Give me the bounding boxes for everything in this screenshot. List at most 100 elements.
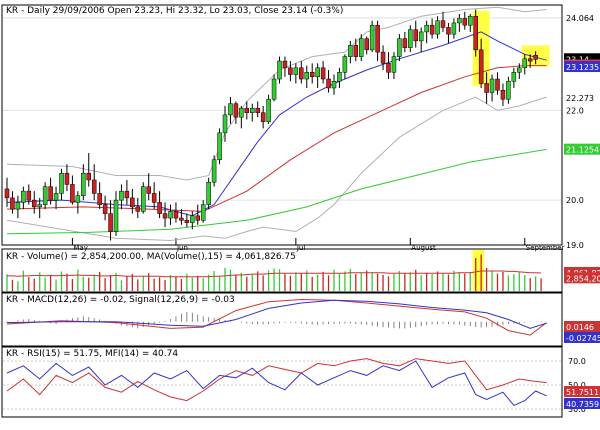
candle-body: [271, 78, 277, 100]
candle-body: [342, 56, 348, 73]
candle-body: [81, 172, 86, 196]
candle-body: [233, 103, 239, 118]
candle-body: [10, 197, 15, 210]
month-label-jul: Jul: [296, 244, 306, 252]
month-label-august: August: [411, 244, 436, 252]
price-ytick: 21.1254: [566, 146, 599, 155]
candle-body: [184, 220, 190, 223]
candle-body: [468, 15, 473, 26]
macd-panel-frame: [1, 292, 563, 347]
candle-body: [108, 213, 113, 232]
candle-body: [206, 181, 211, 205]
candle-body: [211, 159, 217, 183]
candle-body: [266, 98, 271, 122]
candle-body: [102, 204, 108, 214]
price-ytick: 20.0: [566, 196, 584, 205]
candle-body: [282, 60, 288, 69]
candle-body: [195, 215, 200, 221]
candle-body: [369, 24, 375, 51]
mfi-value-label: 40.7359: [566, 400, 599, 409]
candle-body: [331, 81, 337, 89]
candle-body: [495, 78, 500, 91]
candle-body: [473, 15, 478, 51]
volume-label-box: [564, 272, 600, 284]
candle-body: [277, 60, 282, 80]
candle-body: [353, 45, 359, 57]
price-ma-label: 23.1235: [566, 63, 599, 72]
candle-body: [217, 132, 222, 161]
candle-body: [42, 186, 48, 205]
candle-body: [64, 172, 70, 185]
candle-body: [304, 72, 309, 80]
candle-body: [320, 67, 326, 80]
candle-body: [397, 38, 402, 57]
candle-body: [315, 67, 320, 78]
candle-body: [91, 179, 97, 194]
macd-title: KR - MACD(12,26) = -0.02, Signal(12,26,9…: [6, 295, 235, 305]
candle-body: [446, 27, 451, 35]
price-ytick: 22.273: [566, 94, 594, 103]
candle-body: [348, 45, 353, 57]
price-line-bb-lower: [6, 96, 547, 242]
price-panel: MayJunJulAugustSeptember24.06423.1423.02…: [3, 6, 600, 252]
candle-body: [418, 31, 424, 42]
signal-value-label: -0.02745: [566, 334, 600, 343]
volume-panel-frame: [1, 248, 563, 293]
candle-body: [173, 211, 179, 219]
candle-body: [168, 211, 173, 219]
price-ytick: 19.0: [566, 241, 584, 250]
macd-line-signal-: [6, 299, 547, 329]
candle-body: [288, 67, 293, 75]
candle-body: [4, 188, 10, 199]
candle-body: [157, 202, 162, 214]
candle-body: [32, 199, 37, 208]
price-ytick-box: [564, 53, 600, 65]
candle-body: [190, 215, 195, 223]
candle-body: [146, 186, 151, 194]
candle-body: [222, 114, 228, 134]
candle-body: [457, 18, 462, 24]
candle-body: [440, 20, 446, 28]
candle-body: [527, 58, 533, 62]
candle-body: [462, 18, 468, 26]
candle-body: [489, 78, 495, 93]
candle-body: [451, 22, 457, 35]
candle-body: [179, 217, 184, 221]
price-line-ma-mid: [6, 65, 547, 212]
candle-body: [97, 193, 102, 205]
candle-body: [15, 202, 21, 210]
rsi-ytick: 30.0: [568, 405, 586, 414]
candle-body: [130, 197, 135, 208]
macd-panel: 0.0146 -0.02745: [6, 298, 600, 343]
macd-value-label: 0.0146: [566, 323, 594, 332]
volume-highlight: [472, 250, 485, 291]
price-ytick: 24.064: [566, 14, 594, 23]
candle-body: [53, 193, 59, 201]
price-panel-frame: [1, 4, 563, 246]
candle-body: [75, 195, 81, 203]
volume-label: 2,854,200: [566, 274, 600, 283]
candle-body: [37, 204, 42, 208]
candle-body: [244, 107, 250, 113]
candle-body: [162, 213, 168, 219]
candle-body: [119, 190, 124, 201]
candle-body: [337, 72, 342, 82]
candle-body: [517, 67, 522, 73]
candle-body: [250, 107, 255, 113]
rsi-value-label: 51.7511: [566, 388, 599, 397]
candle-body: [141, 186, 146, 212]
candle-body: [200, 204, 206, 221]
candle-body: [293, 67, 299, 75]
rsi-ytick: 70.0: [568, 357, 586, 366]
candle-body: [299, 67, 304, 80]
candle-body: [484, 83, 489, 93]
volume-title: KR - Volume() = 2,854,200.00, MA(Volume(…: [6, 252, 296, 262]
volume-panel: 4,061,8262,854,200: [6, 250, 600, 291]
price-title: KR - Daily 29/09/2006 Open 23.23, Hi 23.…: [6, 6, 343, 16]
candle-body: [533, 54, 538, 60]
candle-body: [435, 20, 440, 35]
candle-body: [511, 72, 517, 82]
candle-body: [424, 24, 429, 33]
candle-body: [386, 63, 391, 73]
